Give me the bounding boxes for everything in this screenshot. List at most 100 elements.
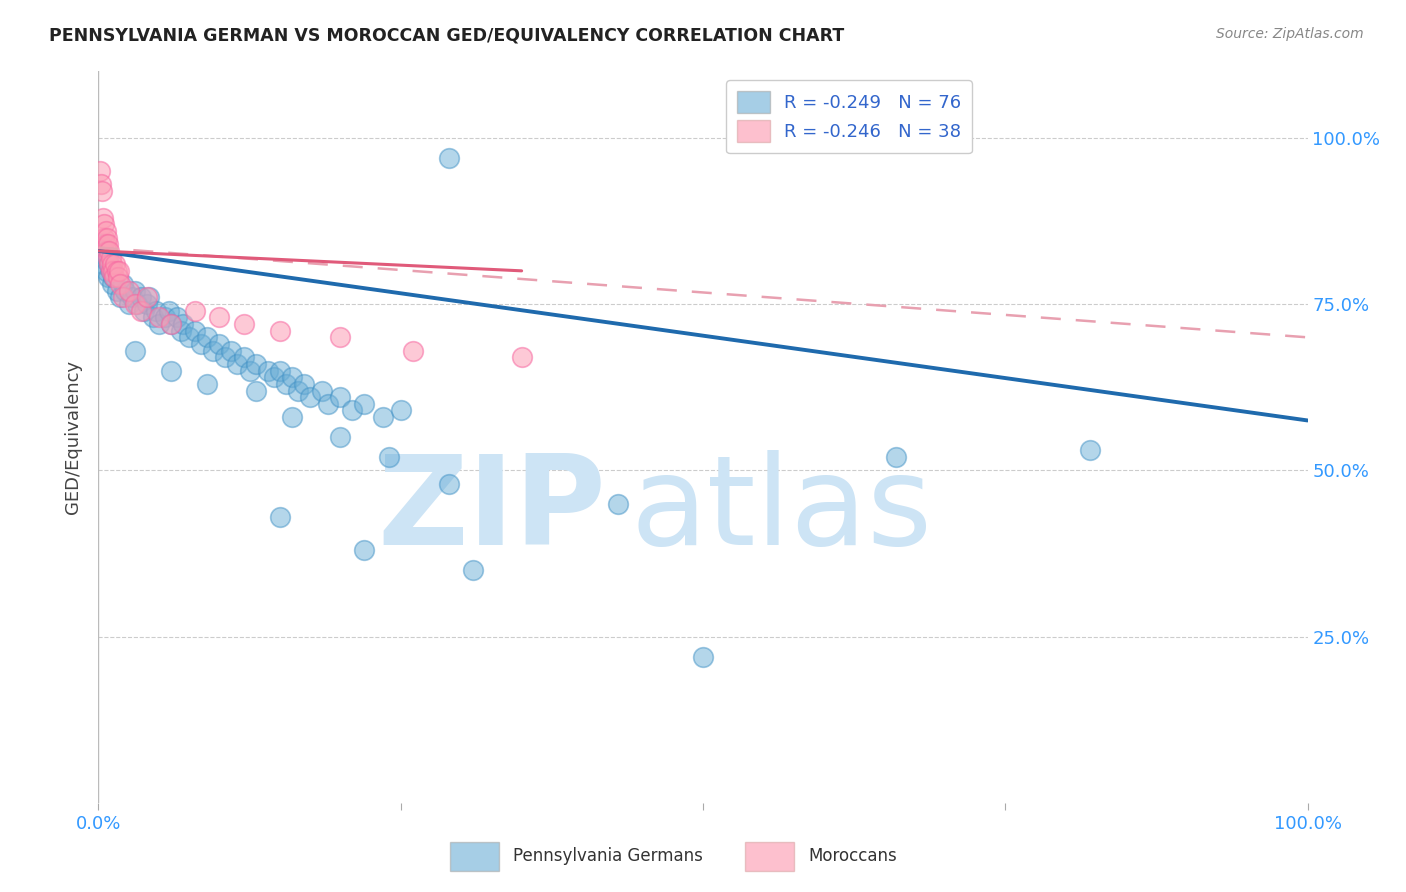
Point: [142, 310, 165, 325]
Point: [172, 317, 194, 331]
Point: [101, 264, 124, 278]
Point: [232, 351, 254, 365]
Point: [114, 284, 136, 298]
Point: [239, 363, 262, 377]
Text: PENNSYLVANIA GERMAN VS MOROCCAN GED/EQUIVALENCY CORRELATION CHART: PENNSYLVANIA GERMAN VS MOROCCAN GED/EQUI…: [49, 27, 845, 45]
Point: [153, 310, 176, 325]
Point: [94, 237, 117, 252]
Point: [100, 257, 122, 271]
Point: [93, 244, 115, 258]
Point: [121, 290, 143, 304]
Point: [184, 303, 207, 318]
Point: [105, 264, 128, 278]
Point: [97, 251, 120, 265]
Text: Moroccans: Moroccans: [808, 847, 897, 865]
Point: [245, 384, 267, 398]
Point: [195, 376, 218, 391]
Point: [127, 297, 149, 311]
Point: [89, 244, 111, 258]
Point: [190, 337, 212, 351]
Point: [437, 151, 460, 165]
Legend: R = -0.249   N = 76, R = -0.246   N = 38: R = -0.249 N = 76, R = -0.246 N = 38: [727, 80, 972, 153]
Point: [316, 397, 339, 411]
Point: [94, 264, 117, 278]
Point: [103, 270, 125, 285]
Point: [160, 317, 183, 331]
Point: [135, 290, 157, 304]
Point: [377, 450, 399, 464]
Point: [101, 270, 124, 285]
Point: [108, 264, 131, 278]
Point: [232, 317, 254, 331]
Point: [124, 343, 146, 358]
Point: [94, 224, 117, 238]
Point: [269, 324, 291, 338]
Point: [208, 310, 231, 325]
Point: [202, 343, 225, 358]
Point: [134, 303, 156, 318]
Point: [100, 264, 122, 278]
Point: [93, 217, 115, 231]
Point: [111, 290, 134, 304]
Point: [256, 363, 278, 377]
Point: [226, 357, 249, 371]
Point: [90, 237, 112, 252]
Point: [97, 270, 120, 285]
Point: [105, 284, 128, 298]
FancyBboxPatch shape: [450, 842, 499, 871]
Point: [129, 290, 152, 304]
Point: [98, 244, 121, 258]
Point: [91, 251, 114, 265]
Point: [287, 384, 309, 398]
Point: [353, 543, 375, 558]
Point: [157, 303, 180, 318]
Text: Pennsylvania Germans: Pennsylvania Germans: [513, 847, 703, 865]
Point: [98, 257, 121, 271]
Point: [1078, 443, 1101, 458]
Point: [195, 330, 218, 344]
Point: [692, 649, 714, 664]
Point: [263, 370, 285, 384]
Point: [91, 211, 114, 225]
Point: [463, 563, 485, 577]
Point: [91, 257, 114, 271]
Point: [104, 257, 127, 271]
Point: [179, 330, 201, 344]
Point: [96, 244, 118, 258]
Text: atlas: atlas: [630, 450, 932, 571]
Point: [402, 343, 425, 358]
Point: [96, 230, 118, 244]
Point: [510, 351, 533, 365]
Point: [221, 343, 243, 358]
Point: [169, 324, 191, 338]
Point: [292, 376, 315, 391]
Point: [98, 257, 121, 271]
Point: [124, 297, 146, 311]
Point: [329, 330, 352, 344]
Point: [208, 337, 231, 351]
Point: [269, 509, 291, 524]
Text: Source: ZipAtlas.com: Source: ZipAtlas.com: [1216, 27, 1364, 41]
Text: ZIP: ZIP: [378, 450, 606, 571]
Point: [281, 370, 304, 384]
Point: [148, 317, 170, 331]
Point: [100, 277, 122, 292]
Point: [135, 297, 157, 311]
Point: [371, 410, 394, 425]
Point: [299, 390, 322, 404]
Point: [148, 310, 170, 325]
Point: [97, 237, 120, 252]
Point: [269, 363, 291, 377]
Point: [166, 310, 188, 325]
Point: [281, 410, 304, 425]
Point: [129, 303, 152, 318]
Point: [184, 324, 207, 338]
Point: [124, 284, 146, 298]
Point: [108, 290, 131, 304]
FancyBboxPatch shape: [745, 842, 794, 871]
Point: [118, 284, 141, 298]
Point: [214, 351, 236, 365]
Point: [145, 303, 167, 318]
Point: [138, 290, 160, 304]
Point: [111, 277, 134, 292]
